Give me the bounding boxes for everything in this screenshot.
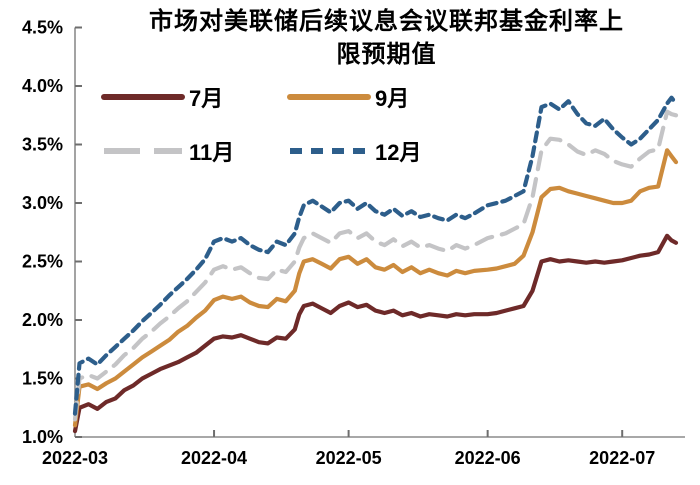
x-tick-label: 2022-05 [316, 448, 382, 468]
y-tick-label: 2.0% [22, 310, 63, 330]
series-line-nov [72, 109, 679, 422]
legend-label-july: 7月 [189, 86, 224, 111]
y-tick-label: 1.0% [22, 427, 63, 447]
chart-title-line1: 市场对美联储后续议息会议联邦基金利率上 [149, 8, 624, 35]
legend-label-november: 11月 [189, 140, 235, 165]
x-tick-label: 2022-07 [589, 448, 655, 468]
y-tick-label: 3.5% [22, 135, 63, 155]
x-tick-label: 2022-04 [181, 448, 247, 468]
y-tick-label: 4.5% [22, 18, 63, 38]
chart-title: 市场对美联储后续议息会议联邦基金利率上 限预期值 [85, 5, 688, 71]
series-line-sep [72, 148, 679, 428]
chart-title-line2: 限预期值 [336, 41, 437, 68]
legend-line-july-icon [101, 94, 185, 100]
legend-line-november-icon [104, 148, 182, 154]
y-tick-label: 2.5% [22, 252, 63, 272]
y-tick-label: 1.5% [22, 369, 63, 389]
legend-item-december: 12月 [286, 139, 421, 165]
x-tick-label: 2022-06 [455, 448, 521, 468]
y-tick-label: 3.0% [22, 193, 63, 213]
x-tick-label: 2022-03 [42, 448, 108, 468]
series-line-jul [72, 233, 679, 434]
y-tick-label: 4.0% [22, 76, 63, 96]
legend-label-december: 12月 [375, 140, 422, 165]
legend-item-september: 9月 [286, 85, 409, 111]
legend-line-december-icon [290, 148, 368, 154]
legend-line-september-icon [287, 94, 371, 100]
legend-item-november: 11月 [100, 139, 234, 165]
legend-item-july: 7月 [100, 85, 223, 111]
legend-label-september: 9月 [375, 86, 410, 111]
series-line-dec [72, 95, 679, 416]
